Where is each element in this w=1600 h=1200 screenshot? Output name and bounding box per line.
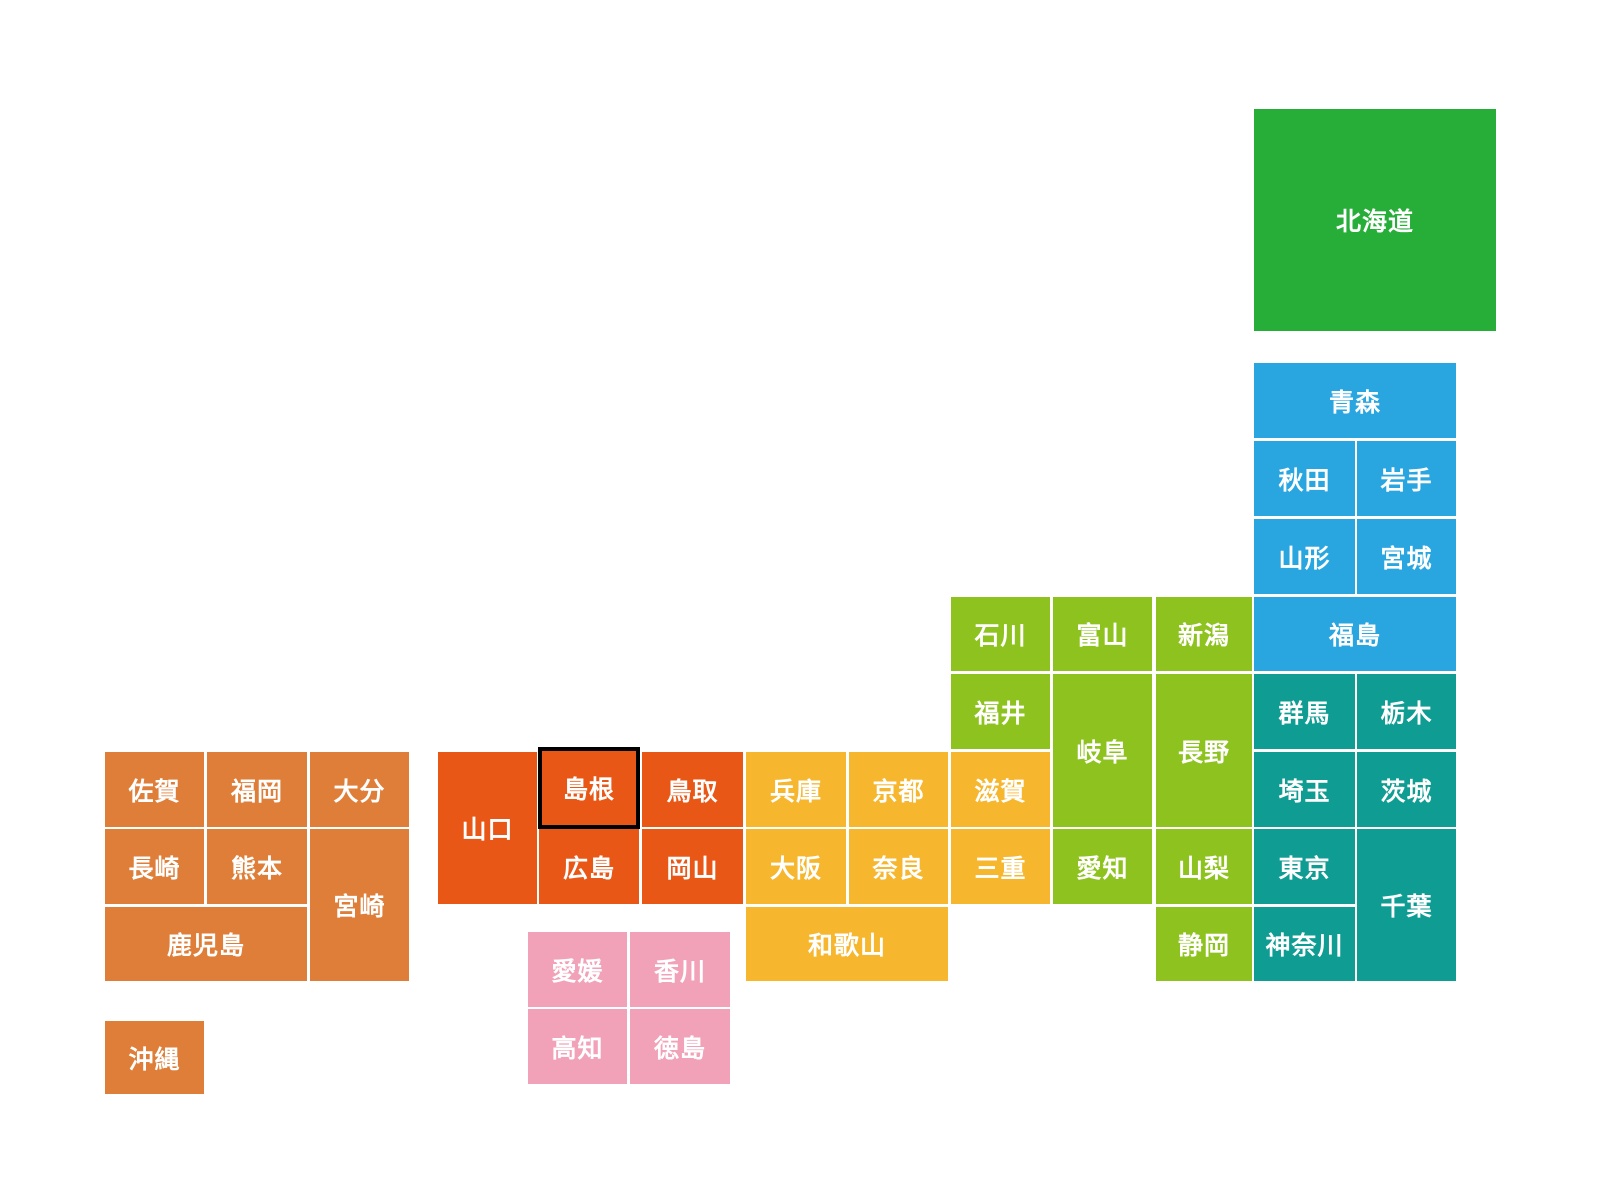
prefecture-okayama[interactable]: 岡山 — [642, 829, 743, 904]
prefecture-yamagata[interactable]: 山形 — [1254, 519, 1355, 594]
prefecture-niigata[interactable]: 新潟 — [1156, 597, 1252, 671]
prefecture-tokushima[interactable]: 徳島 — [630, 1009, 730, 1084]
prefecture-ishikawa[interactable]: 石川 — [951, 597, 1050, 671]
prefecture-shiga[interactable]: 滋賀 — [951, 752, 1050, 827]
prefecture-shimane[interactable]: 島根 — [538, 747, 640, 829]
prefecture-shizuoka[interactable]: 静岡 — [1156, 907, 1252, 981]
prefecture-hokkaido[interactable]: 北海道 — [1254, 109, 1496, 331]
prefecture-saga[interactable]: 佐賀 — [105, 752, 204, 827]
prefecture-fukuoka[interactable]: 福岡 — [207, 752, 307, 827]
prefecture-nagano[interactable]: 長野 — [1156, 674, 1252, 827]
prefecture-fukushima[interactable]: 福島 — [1254, 597, 1456, 671]
prefecture-miyazaki[interactable]: 宮崎 — [310, 829, 409, 981]
prefecture-kochi[interactable]: 高知 — [528, 1009, 627, 1084]
prefecture-osaka[interactable]: 大阪 — [746, 829, 846, 904]
prefecture-gifu[interactable]: 岐阜 — [1053, 674, 1152, 827]
prefecture-miyagi[interactable]: 宮城 — [1357, 519, 1456, 594]
prefecture-yamanashi[interactable]: 山梨 — [1156, 829, 1252, 904]
prefecture-toyama[interactable]: 富山 — [1053, 597, 1152, 671]
prefecture-nara[interactable]: 奈良 — [849, 829, 948, 904]
prefecture-kagawa[interactable]: 香川 — [630, 932, 730, 1007]
prefecture-tokyo[interactable]: 東京 — [1254, 829, 1355, 904]
prefecture-saitama[interactable]: 埼玉 — [1254, 752, 1355, 827]
prefecture-kumamoto[interactable]: 熊本 — [207, 829, 307, 904]
prefecture-kyoto[interactable]: 京都 — [849, 752, 948, 827]
prefecture-yamaguchi[interactable]: 山口 — [438, 752, 537, 904]
prefecture-oita[interactable]: 大分 — [310, 752, 409, 827]
prefecture-kagoshima[interactable]: 鹿児島 — [105, 907, 307, 981]
prefecture-iwate[interactable]: 岩手 — [1357, 441, 1456, 516]
prefecture-ehime[interactable]: 愛媛 — [528, 932, 627, 1007]
prefecture-okinawa[interactable]: 沖縄 — [105, 1021, 204, 1094]
prefecture-aomori[interactable]: 青森 — [1254, 363, 1456, 438]
prefecture-akita[interactable]: 秋田 — [1254, 441, 1355, 516]
prefecture-nagasaki[interactable]: 長崎 — [105, 829, 204, 904]
prefecture-tochigi[interactable]: 栃木 — [1357, 674, 1456, 749]
prefecture-wakayama[interactable]: 和歌山 — [746, 907, 948, 981]
prefecture-chiba[interactable]: 千葉 — [1357, 829, 1456, 981]
prefecture-fukui[interactable]: 福井 — [951, 674, 1050, 749]
prefecture-mie[interactable]: 三重 — [951, 829, 1050, 904]
prefecture-aichi[interactable]: 愛知 — [1053, 829, 1152, 904]
prefecture-gunma[interactable]: 群馬 — [1254, 674, 1355, 749]
prefecture-kanagawa[interactable]: 神奈川 — [1254, 907, 1355, 981]
prefecture-ibaraki[interactable]: 茨城 — [1357, 752, 1456, 827]
prefecture-hyogo[interactable]: 兵庫 — [746, 752, 846, 827]
prefecture-tottori[interactable]: 鳥取 — [642, 752, 743, 827]
prefecture-hiroshima[interactable]: 広島 — [539, 829, 639, 904]
